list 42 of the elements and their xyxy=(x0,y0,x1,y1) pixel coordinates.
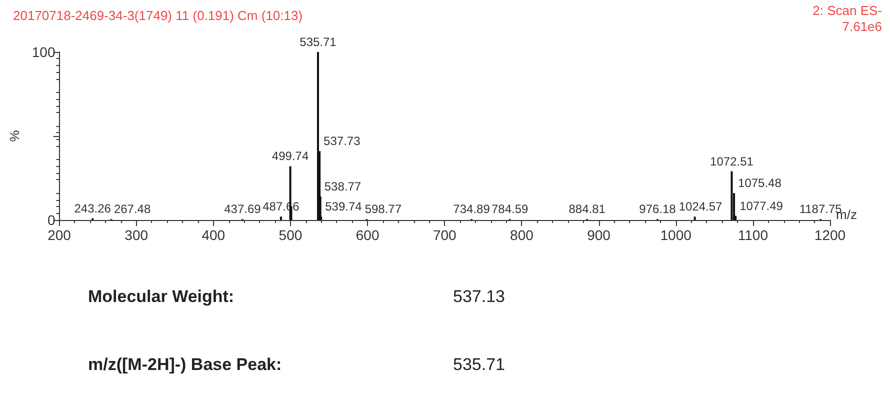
annotation: 243.26 xyxy=(74,201,112,216)
x-tick-label: 300 xyxy=(124,227,148,243)
bar xyxy=(730,171,733,220)
bar xyxy=(280,216,282,220)
x-tick-label: 500 xyxy=(278,227,302,243)
annotation: 1024.57 xyxy=(678,200,723,214)
annotation: 1072.51 xyxy=(710,154,754,168)
x-tick-label: 200 xyxy=(48,227,72,243)
x-tick-label: 700 xyxy=(432,227,457,243)
annotation: 437.69 xyxy=(224,202,262,216)
annotation: 1077.49 xyxy=(740,198,784,213)
text: 2: Scan ES- xyxy=(812,3,882,18)
annotation: 535.71 xyxy=(300,35,337,49)
y-tick-label: 100 xyxy=(32,44,56,60)
annotation: 976.18 xyxy=(639,202,676,216)
chart-title: 20170718-2469-34-3(1749) 11 (0.191) Cm (10:13) xyxy=(13,8,303,23)
x-tick-label: 800 xyxy=(510,227,534,243)
annotation: 537.73 xyxy=(324,134,361,148)
annotation: 1075.48 xyxy=(738,176,782,190)
x-tick-label: 400 xyxy=(202,227,226,243)
x-tick-label: 1200 xyxy=(814,227,846,243)
annotation: 734.89 xyxy=(453,202,490,216)
bar xyxy=(317,52,320,220)
x-tick-label: 900 xyxy=(587,227,611,243)
y-axis-title: % xyxy=(7,130,22,142)
x-tick-label: 1000 xyxy=(660,227,692,243)
x-tick-label: 600 xyxy=(356,227,380,243)
bar xyxy=(694,216,696,220)
annotation: 267.48 xyxy=(114,202,151,216)
text: 537.13 xyxy=(453,287,505,306)
annotation: 539.74 xyxy=(325,200,362,214)
x-tick-label: 1100 xyxy=(738,227,768,243)
text: 535.71 xyxy=(453,355,505,374)
annotation: 884.81 xyxy=(568,202,606,216)
text: Molecular Weight: xyxy=(88,287,234,306)
y-tick-label: 0 xyxy=(47,212,56,228)
annotation: 598.77 xyxy=(364,202,402,216)
annotation: 499.74 xyxy=(272,149,309,164)
annotation: 538.77 xyxy=(324,179,362,194)
text: 7.61e6 xyxy=(842,19,882,34)
annotation: 784.59 xyxy=(491,202,529,216)
text: m/z([M-2H]-) Base Peak: xyxy=(88,355,282,374)
